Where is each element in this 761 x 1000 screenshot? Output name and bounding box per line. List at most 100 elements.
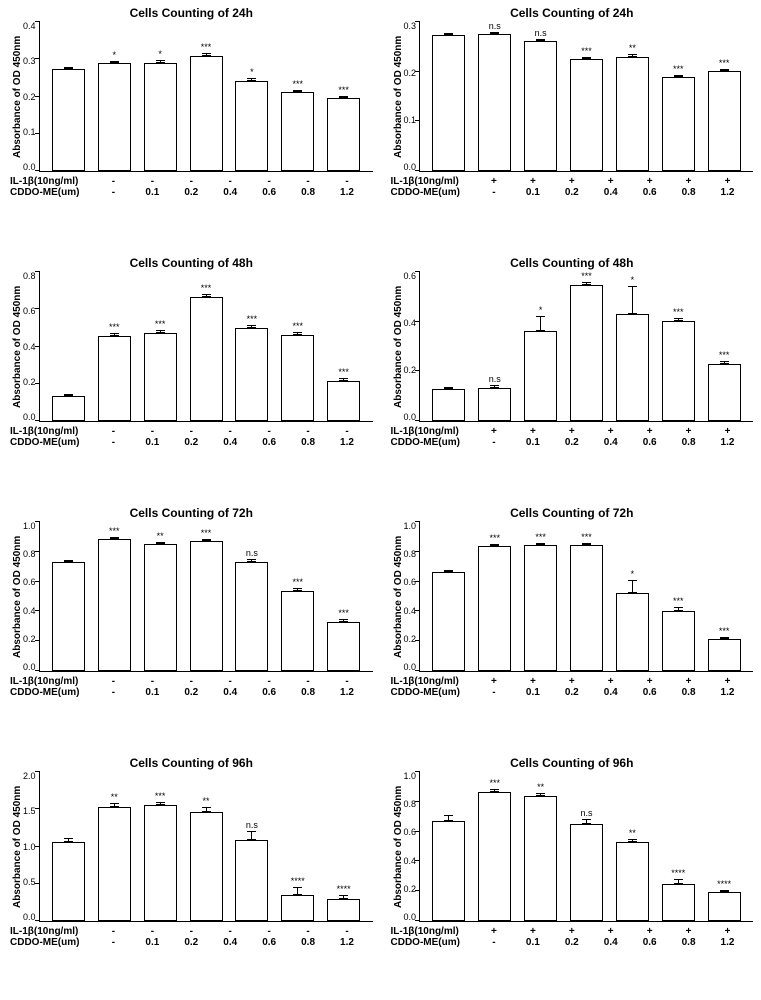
plot-wrap: Absorbance of OD 450nm1.00.80.60.40.20.0… — [391, 522, 754, 672]
bar — [478, 546, 511, 671]
error-bar — [632, 839, 633, 842]
bar — [524, 796, 557, 921]
error-bar — [724, 361, 725, 364]
bar-slot: ** — [609, 22, 655, 171]
bar — [432, 572, 465, 671]
bar — [98, 63, 131, 171]
condition-cell: 1.2 — [708, 687, 747, 698]
condition-labels: IL-1β(10ng/ml)-------CDDO-ME(um)-0.10.20… — [10, 926, 373, 948]
bar-slot: *** — [183, 22, 229, 171]
bar-slot: *** — [701, 22, 747, 171]
bar-slot: *** — [564, 272, 610, 421]
condition-cells: ------- — [88, 676, 373, 687]
condition-cells: +++++++ — [469, 926, 754, 937]
condition-cell: - — [328, 926, 367, 937]
significance-label: * — [250, 68, 254, 77]
y-axis-label: Absorbance of OD 450nm — [391, 522, 404, 672]
condition-cell: + — [513, 676, 552, 687]
error-bar — [448, 387, 449, 390]
condition-cell: - — [289, 176, 328, 187]
error-bar — [160, 802, 161, 805]
significance-label: n.s — [581, 809, 593, 818]
condition-cell: - — [250, 426, 289, 437]
bar — [327, 381, 360, 422]
condition-cell: + — [591, 926, 630, 937]
condition-cell: + — [708, 676, 747, 687]
error-bar — [540, 793, 541, 796]
condition-cell: - — [250, 176, 289, 187]
condition-row-il1b: IL-1β(10ng/ml)------- — [10, 926, 373, 937]
error-bar — [160, 60, 161, 63]
condition-cell: - — [289, 426, 328, 437]
condition-row-cddo: CDDO-ME(um)-0.10.20.40.60.81.2 — [10, 187, 373, 198]
condition-cell: - — [475, 187, 514, 198]
condition-row-cddo: CDDO-ME(um)-0.10.20.40.60.81.2 — [10, 937, 373, 948]
condition-cell: 0.4 — [591, 937, 630, 948]
condition-cells: -0.10.20.40.60.81.2 — [469, 687, 754, 698]
error-bar — [343, 619, 344, 621]
condition-cell: 0.8 — [669, 937, 708, 948]
plot-wrap: Absorbance of OD 450nm2.01.51.00.50.0***… — [10, 772, 373, 922]
bar-slot: *** — [655, 522, 701, 671]
condition-row-il1b: IL-1β(10ng/ml)+++++++ — [391, 926, 754, 937]
condition-cell: 0.4 — [591, 687, 630, 698]
error-bar — [678, 879, 679, 884]
condition-cell: + — [591, 426, 630, 437]
error-bar — [678, 318, 679, 321]
condition-row-il1b: IL-1β(10ng/ml)+++++++ — [391, 426, 754, 437]
bars-container: *******n.s******** — [40, 772, 373, 921]
condition-cell: + — [669, 176, 708, 187]
bar — [524, 331, 557, 421]
significance-label: *** — [109, 527, 120, 536]
condition-cell: - — [133, 676, 172, 687]
condition-label-cddo: CDDO-ME(um) — [10, 437, 88, 448]
chart-panel: Cells Counting of 24hAbsorbance of OD 45… — [381, 0, 761, 250]
error-bar — [251, 325, 252, 328]
condition-cell: + — [669, 676, 708, 687]
condition-cell: + — [708, 176, 747, 187]
chart-title: Cells Counting of 72h — [10, 506, 373, 520]
bar — [98, 807, 131, 921]
bar — [144, 333, 177, 421]
bar-slot: **** — [321, 772, 367, 921]
condition-cell: + — [591, 176, 630, 187]
bar-slot: * — [518, 272, 564, 421]
condition-label-il1b: IL-1β(10ng/ml) — [10, 926, 88, 937]
bar — [708, 892, 741, 921]
condition-cells: +++++++ — [469, 676, 754, 687]
condition-cell: 0.4 — [211, 187, 250, 198]
bar — [616, 57, 649, 171]
bar — [432, 35, 465, 171]
condition-cell: 1.2 — [328, 187, 367, 198]
bar-slot: **** — [655, 772, 701, 921]
condition-cell: + — [513, 426, 552, 437]
bar — [190, 56, 223, 172]
y-axis-label: Absorbance of OD 450nm — [10, 522, 23, 672]
significance-label: n.s — [489, 375, 501, 384]
condition-cell: 1.2 — [328, 437, 367, 448]
condition-cell: 0.2 — [552, 937, 591, 948]
bar — [662, 321, 695, 421]
plot-area: ********n.s****** — [39, 522, 373, 672]
significance-label: * — [158, 50, 162, 59]
bar-slot: *** — [564, 22, 610, 171]
significance-label: *** — [673, 65, 684, 74]
chart-title: Cells Counting of 96h — [391, 756, 754, 770]
condition-cell: - — [211, 926, 250, 937]
error-bar — [68, 394, 69, 396]
bar-slot: *** — [472, 522, 518, 671]
condition-cells: ------- — [88, 176, 373, 187]
condition-cell: + — [552, 426, 591, 437]
bar-slot: ** — [91, 772, 137, 921]
significance-label: *** — [201, 43, 212, 52]
error-bar — [494, 789, 495, 792]
bar — [235, 562, 268, 672]
bar-slot: *** — [518, 522, 564, 671]
condition-label-il1b: IL-1β(10ng/ml) — [10, 176, 88, 187]
bars-container: ****************** — [40, 272, 373, 421]
error-bar — [297, 887, 298, 895]
plot-area: *****n.s********** — [419, 772, 753, 922]
bar-slot: *** — [275, 272, 321, 421]
significance-label: **** — [337, 885, 351, 894]
error-bar — [540, 316, 541, 331]
